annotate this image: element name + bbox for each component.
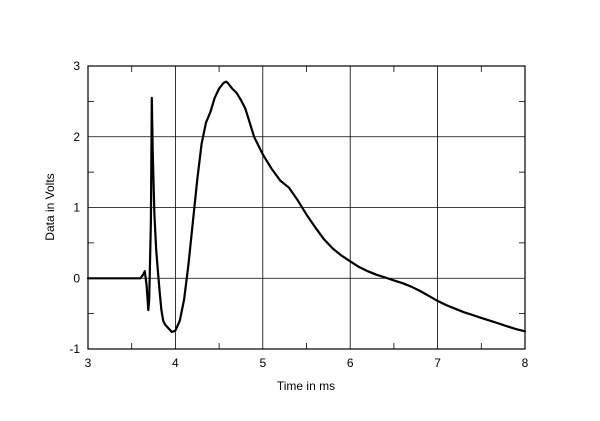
x-tick-label: 4	[172, 356, 179, 370]
x-tick-label: 5	[259, 356, 266, 370]
minor-ticks	[88, 66, 525, 349]
gridlines	[88, 66, 525, 349]
x-tick-label: 7	[434, 356, 441, 370]
x-axis-label: Time in ms	[277, 379, 335, 393]
y-tick-label: 1	[73, 201, 80, 215]
series-layer	[86, 80, 527, 334]
y-tick-label: 3	[73, 59, 80, 73]
series-line	[86, 80, 527, 334]
x-tick-label: 6	[347, 356, 354, 370]
y-tick-label: 2	[73, 130, 80, 144]
y-tick-label: 0	[73, 271, 80, 285]
y-tick-label: -1	[69, 342, 80, 356]
x-tick-label: 8	[522, 356, 529, 370]
y-tick-labels: -1 0 1 2 3	[69, 59, 80, 356]
x-tick-label: 3	[85, 356, 92, 370]
x-tick-labels: 3 4 5 6 7 8	[85, 356, 529, 370]
plot-frame	[87, 65, 526, 350]
y-axis-label: Data in Volts	[43, 173, 57, 240]
